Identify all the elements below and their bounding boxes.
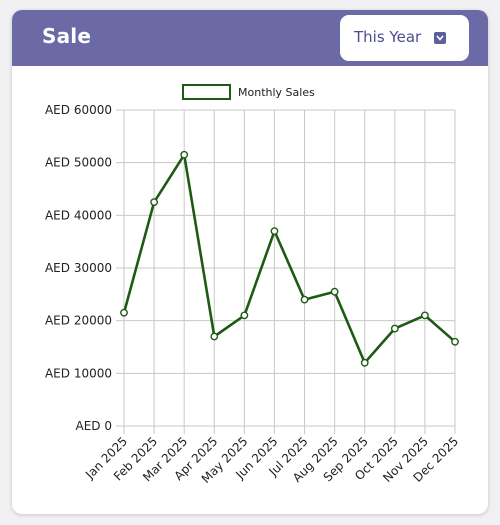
data-point xyxy=(360,358,369,367)
data-point xyxy=(421,311,429,320)
data-point xyxy=(240,311,249,320)
y-tick-label: AED 20000 xyxy=(45,314,112,328)
data-points xyxy=(120,150,459,367)
data-point xyxy=(300,295,309,304)
period-select-value: This Year xyxy=(354,28,422,46)
period-select[interactable]: This Year xyxy=(340,15,469,61)
data-point xyxy=(180,150,189,159)
legend: Monthly Sales xyxy=(182,84,315,100)
data-point xyxy=(120,308,128,317)
y-tick-label: AED 0 xyxy=(76,419,112,433)
y-tick-label: AED 10000 xyxy=(45,366,112,380)
chart-grid xyxy=(116,109,456,434)
card-header: Sale This Year xyxy=(12,10,488,66)
legend-label: Monthly Sales xyxy=(238,86,315,99)
data-point xyxy=(150,198,158,207)
data-point xyxy=(270,227,279,236)
data-point xyxy=(451,337,459,346)
data-point xyxy=(390,324,399,333)
y-tick-label: AED 50000 xyxy=(45,156,112,170)
y-axis: AED 0 AED 10000 AED 20000 AED 30000 AED 4000… xyxy=(45,103,112,433)
y-tick-label: AED 30000 xyxy=(45,261,112,275)
y-tick-label: AED 60000 xyxy=(45,103,112,117)
series-line-monthly-sales xyxy=(122,153,456,365)
card-title: Sale xyxy=(42,24,92,48)
y-tick-label: AED 40000 xyxy=(45,208,112,222)
chevron-down-icon[interactable] xyxy=(434,32,446,44)
data-point xyxy=(330,287,339,296)
legend-swatch xyxy=(182,84,231,100)
data-point xyxy=(210,332,219,341)
sales-card: Sale This Year Monthly Sales AED 0 AED 10… xyxy=(12,10,488,514)
